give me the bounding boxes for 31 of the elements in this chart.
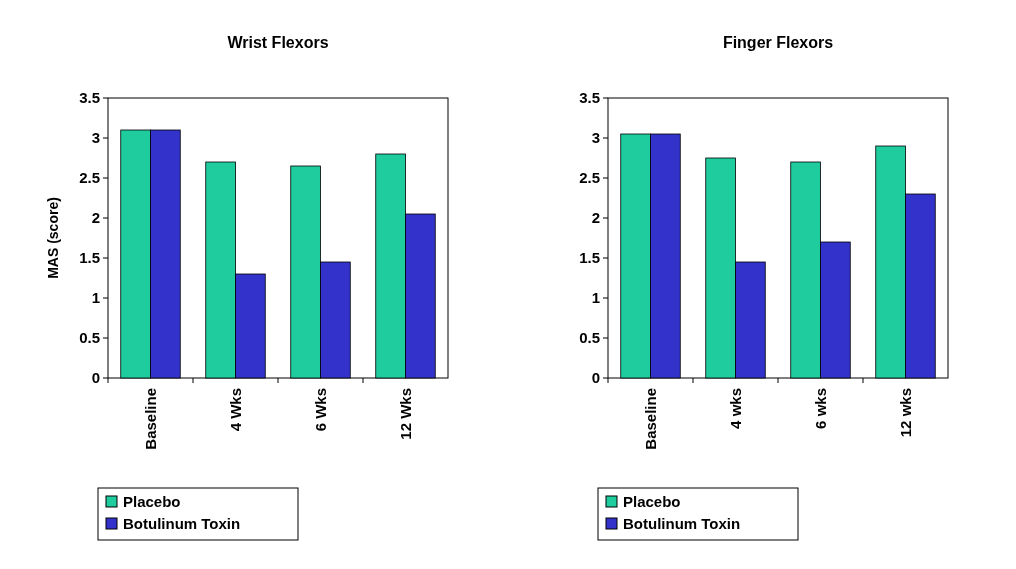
- y-tick-label: 1: [91, 289, 100, 307]
- y-tick-label: 3: [591, 129, 600, 147]
- chart-title: Finger Flexors: [722, 34, 834, 51]
- x-tick-label: 6 Wks: [311, 388, 329, 432]
- y-tick-label: 1: [591, 289, 600, 307]
- x-tick-label: Baseline: [141, 388, 159, 450]
- y-tick-label: 2.5: [579, 169, 600, 187]
- legend-label: Botulinum Toxin: [123, 515, 241, 533]
- y-tick-label: 3: [91, 129, 100, 147]
- x-tick-label: 4 wks: [726, 388, 744, 429]
- y-tick-label: 0.5: [579, 329, 600, 347]
- x-tick-label: 12 wks: [896, 388, 914, 438]
- y-tick-label: 2: [91, 209, 100, 227]
- x-tick-label: 4 Wks: [226, 388, 244, 432]
- y-tick-label: 0.5: [79, 329, 100, 347]
- y-tick-label: 1.5: [79, 249, 100, 267]
- x-tick-label: 6 wks: [811, 388, 829, 429]
- chart-title: Wrist Flexors: [227, 34, 329, 51]
- x-tick-label: Baseline: [641, 388, 659, 450]
- legend-label: Botulinum Toxin: [623, 515, 741, 533]
- y-tick-label: 0: [91, 369, 100, 387]
- y-tick-label: 0: [591, 369, 600, 387]
- y-tick-label: 3.5: [79, 89, 100, 107]
- y-tick-label: 2.5: [79, 169, 100, 187]
- y-tick-label: 2: [591, 209, 600, 227]
- x-tick-label: 12 Wks: [396, 388, 414, 440]
- y-axis-title: MAS (score): [45, 197, 61, 279]
- y-tick-label: 3.5: [579, 89, 600, 107]
- y-tick-label: 1.5: [579, 249, 600, 267]
- legend-label: Placebo: [123, 493, 181, 511]
- legend-label: Placebo: [623, 493, 681, 511]
